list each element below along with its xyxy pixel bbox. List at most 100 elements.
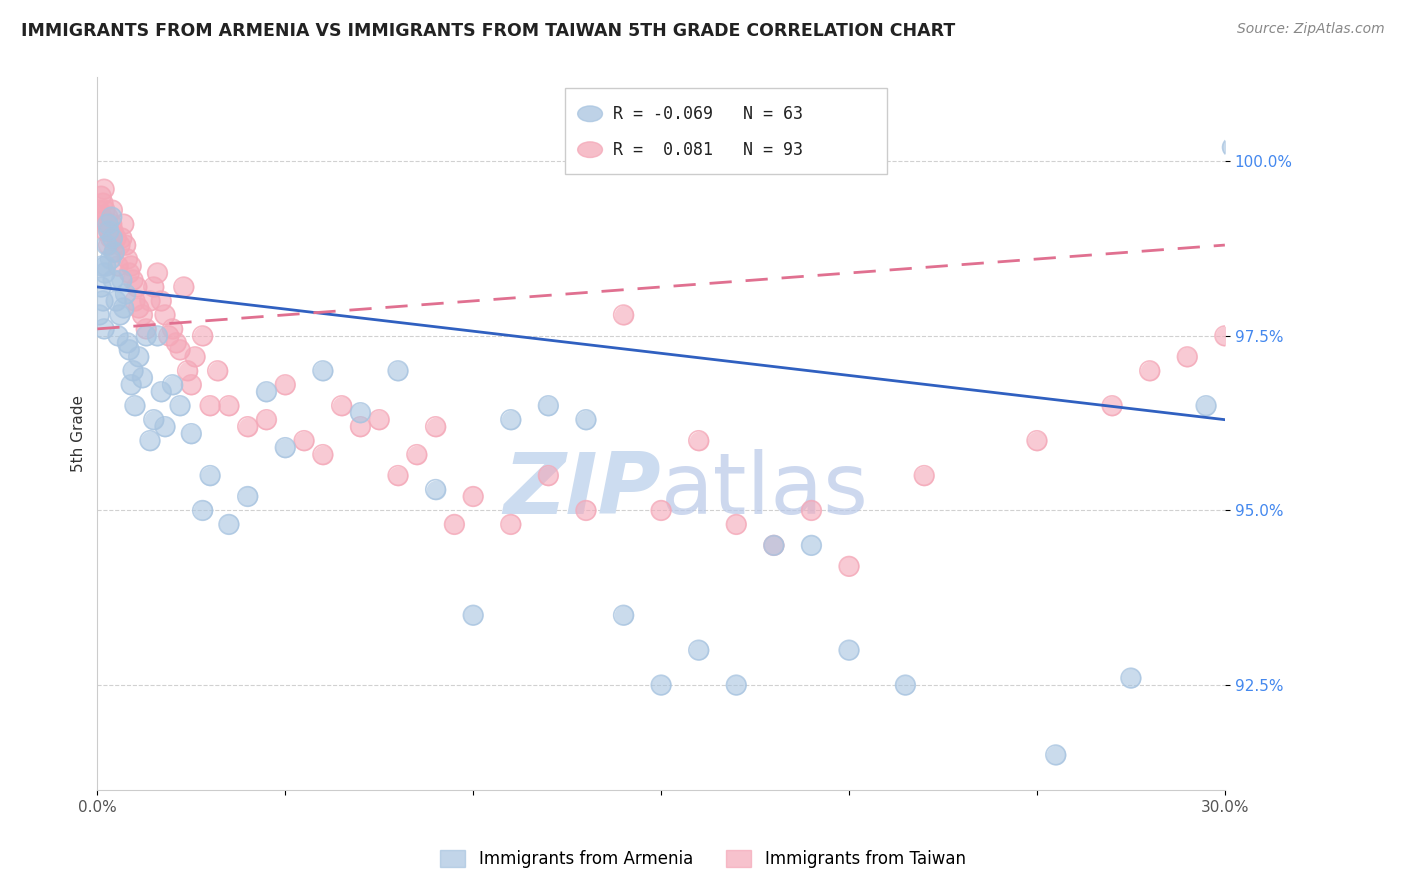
Point [1195, 399, 1218, 413]
Point [405, 448, 427, 462]
Point [425, 419, 447, 434]
Point [173, 280, 195, 294]
Point [762, 538, 785, 552]
Point [650, 678, 672, 692]
Point [97, 210, 120, 224]
Point [537, 468, 560, 483]
Text: atlas: atlas [661, 450, 869, 533]
Point [236, 490, 259, 504]
Point [236, 419, 259, 434]
Point [112, 301, 135, 315]
Point [912, 468, 935, 483]
Point [256, 384, 278, 399]
Point [153, 419, 176, 434]
Point [101, 224, 124, 238]
Point [103, 245, 125, 260]
Point [349, 406, 371, 420]
Point [94, 203, 117, 218]
Point [1233, 308, 1256, 322]
Point [1281, 252, 1303, 266]
Point [96, 217, 118, 231]
Point [118, 266, 141, 280]
Point [162, 322, 184, 336]
Point [135, 329, 157, 343]
Point [153, 308, 176, 322]
Point [114, 238, 136, 252]
Y-axis label: 5th Grade: 5th Grade [72, 395, 86, 472]
Point [725, 517, 748, 532]
Point [612, 308, 634, 322]
Point [173, 280, 195, 294]
Point [312, 448, 335, 462]
Point [612, 308, 634, 322]
Point [112, 217, 135, 231]
Point [94, 224, 117, 238]
Point [150, 293, 173, 308]
Point [1308, 231, 1330, 245]
Point [108, 308, 131, 322]
Point [100, 210, 122, 224]
Point [1213, 329, 1236, 343]
Circle shape [578, 142, 603, 158]
FancyBboxPatch shape [565, 88, 887, 174]
Point [93, 182, 115, 196]
Point [114, 287, 136, 301]
Point [90, 189, 112, 203]
Point [118, 343, 141, 357]
Point [463, 608, 485, 623]
Point [1289, 245, 1312, 260]
Point [425, 483, 447, 497]
Point [198, 399, 221, 413]
Text: ZIP: ZIP [503, 450, 661, 533]
Point [105, 293, 128, 308]
Point [1101, 399, 1123, 413]
Point [1222, 140, 1244, 154]
Point [274, 441, 297, 455]
Point [1296, 238, 1319, 252]
Point [135, 329, 157, 343]
Point [118, 343, 141, 357]
Point [101, 273, 124, 287]
Point [150, 293, 173, 308]
Point [101, 203, 124, 218]
Point [800, 503, 823, 517]
Point [612, 608, 634, 623]
Point [443, 517, 465, 532]
Point [1175, 350, 1198, 364]
Point [463, 608, 485, 623]
Point [256, 384, 278, 399]
Point [125, 280, 148, 294]
Point [499, 412, 522, 426]
Point [1195, 399, 1218, 413]
Point [100, 217, 122, 231]
Point [142, 280, 165, 294]
Point [1371, 182, 1393, 196]
Point [256, 412, 278, 426]
Point [312, 364, 335, 378]
Point [274, 377, 297, 392]
Point [1045, 747, 1067, 762]
Point [111, 273, 134, 287]
Point [1251, 280, 1274, 294]
Point [105, 293, 128, 308]
Point [387, 468, 409, 483]
Point [1326, 217, 1348, 231]
Point [537, 399, 560, 413]
Point [100, 252, 122, 266]
Point [537, 399, 560, 413]
Point [97, 217, 120, 231]
Point [101, 224, 124, 238]
Point [103, 245, 125, 260]
Point [120, 259, 142, 273]
Point [111, 273, 134, 287]
Point [218, 517, 240, 532]
Point [131, 371, 153, 385]
Point [142, 412, 165, 426]
Point [114, 238, 136, 252]
Point [330, 399, 353, 413]
Point [94, 259, 117, 273]
Point [349, 419, 371, 434]
Point [135, 322, 157, 336]
Point [117, 252, 139, 266]
Point [292, 434, 315, 448]
